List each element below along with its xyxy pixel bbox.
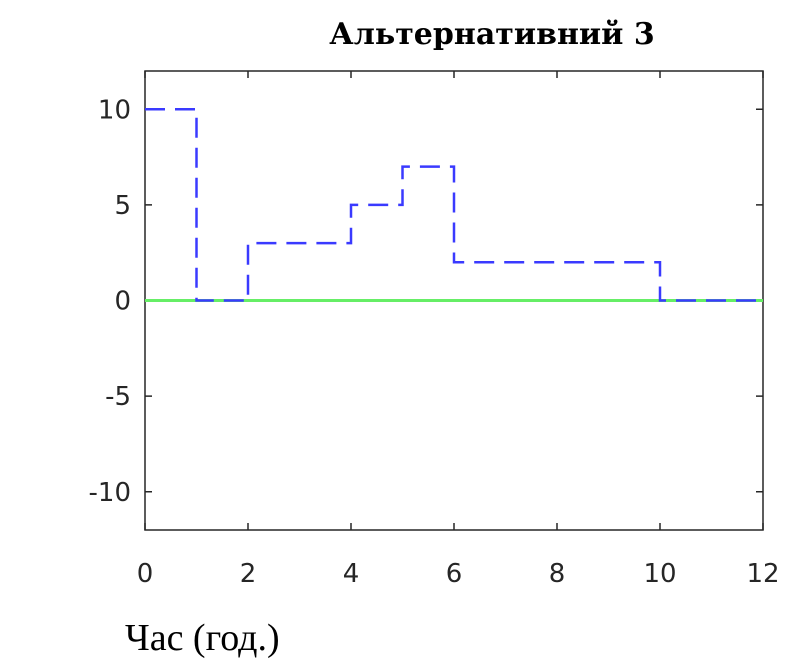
y-tick-label: 0 <box>114 287 131 317</box>
chart-title: Альтернативний 3 <box>329 17 654 52</box>
y-tick-label: 10 <box>98 95 131 125</box>
x-tick-label: 8 <box>549 559 566 589</box>
y-tick-label: 5 <box>114 191 131 221</box>
y-tick-label: -10 <box>89 478 131 508</box>
x-tick-label: 4 <box>343 559 360 589</box>
x-tick-label: 2 <box>240 559 257 589</box>
x-tick-label: 10 <box>643 559 676 589</box>
series-layer <box>145 108 763 302</box>
x-axis: 0 2 4 6 8 10 12 <box>137 71 780 589</box>
x-tick-label: 6 <box>446 559 463 589</box>
series-line-step <box>145 108 763 302</box>
y-tick-label: -5 <box>105 382 131 412</box>
y-axis: 10 5 0 -5 -10 <box>89 95 763 508</box>
x-tick-label: 12 <box>746 559 779 589</box>
x-axis-label: Час (год.) <box>125 617 280 659</box>
x-tick-label: 0 <box>137 559 154 589</box>
